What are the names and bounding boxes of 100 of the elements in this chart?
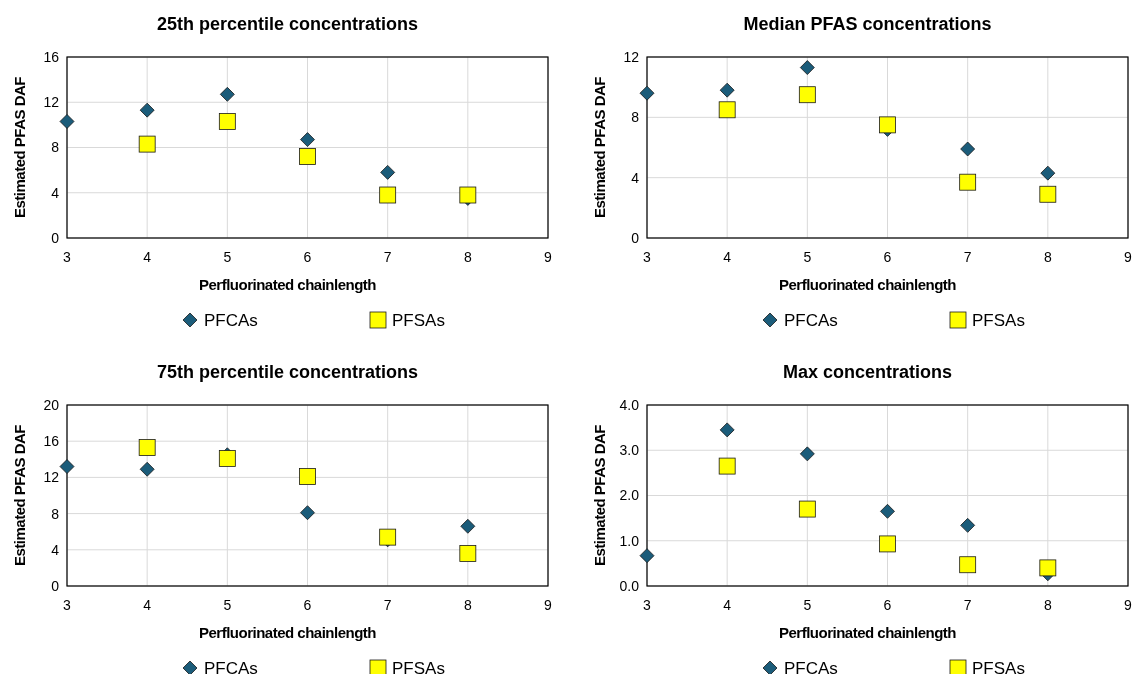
x-tick-label: 5 (223, 597, 232, 613)
y-tick-label: 2.0 (619, 487, 640, 504)
x-tick-label: 9 (1124, 249, 1132, 265)
legend-label: PFCAs (204, 658, 258, 674)
x-tick-label: 6 (883, 597, 892, 613)
x-tick-label: 4 (143, 249, 152, 265)
legend-label: PFSAs (972, 658, 1025, 674)
x-tick-label: 7 (383, 249, 392, 265)
x-tick-label: 6 (883, 249, 892, 265)
point (639, 85, 655, 101)
point (960, 141, 976, 157)
x-tick-label: 5 (803, 249, 812, 265)
point (799, 446, 815, 462)
point (1040, 165, 1056, 181)
point (960, 517, 976, 533)
legend-label: PFCAs (784, 658, 838, 674)
point (719, 82, 735, 98)
point (718, 457, 736, 475)
point (139, 102, 155, 118)
x-tick-label: 9 (544, 597, 553, 613)
point (799, 60, 815, 75)
chart-title: Median PFAS concentrations (743, 14, 992, 34)
point (959, 173, 977, 191)
x-axis-title: Perfluorinated chainlength (778, 276, 957, 293)
x-tick-label: 9 (1124, 597, 1132, 613)
x-tick-label: 7 (963, 249, 972, 265)
y-tick-label: 0.0 (619, 577, 640, 594)
x-tick-label: 8 (463, 597, 472, 613)
point (299, 468, 316, 485)
y-tick-label: 4.0 (619, 396, 640, 413)
point (460, 518, 476, 534)
x-tick-label: 6 (303, 597, 312, 613)
y-tick-label: 16 (43, 48, 60, 65)
chart-title: 75th percentile concentrations (156, 362, 419, 382)
point (59, 459, 75, 474)
point (218, 450, 236, 467)
x-tick-label: 3 (643, 597, 652, 613)
point (379, 186, 397, 204)
y-axis-title: Estimated PFAS DAF (591, 424, 608, 567)
point (138, 135, 156, 153)
x-tick-label: 5 (803, 597, 812, 613)
y-tick-label: 16 (43, 433, 60, 450)
x-tick-label: 8 (463, 249, 472, 265)
legend-label: PFSAs (392, 310, 445, 330)
x-tick-label: 9 (544, 249, 553, 265)
y-tick-label: 4 (51, 184, 60, 201)
chart-title: 25th percentile concentrations (156, 14, 419, 34)
y-tick-label: 0 (51, 577, 60, 594)
x-tick-label: 7 (963, 597, 972, 613)
y-axis-title: Estimated PFAS DAF (11, 76, 28, 219)
y-tick-label: 4 (51, 541, 60, 558)
point (459, 545, 477, 562)
point (219, 86, 235, 102)
x-axis-title: Perfluorinated chainlength (198, 276, 377, 293)
point (879, 535, 896, 553)
point (299, 148, 316, 165)
legend-label: PFCAs (204, 310, 258, 330)
point (300, 132, 315, 147)
x-tick-label: 8 (1043, 249, 1052, 265)
x-tick-label: 5 (223, 249, 232, 265)
x-tick-label: 4 (723, 249, 732, 265)
y-tick-label: 12 (43, 94, 60, 111)
point (959, 556, 977, 574)
legend-label: PFCAs (784, 310, 838, 330)
legend-label: PFSAs (392, 658, 445, 674)
point (138, 439, 156, 456)
legend-label: PFSAs (972, 310, 1025, 330)
y-tick-label: 0 (631, 229, 640, 246)
point (719, 422, 735, 438)
y-tick-label: 12 (43, 469, 60, 486)
y-tick-label: 0 (51, 229, 60, 246)
point (880, 503, 895, 519)
point (879, 116, 896, 134)
x-tick-label: 3 (63, 597, 72, 613)
x-tick-label: 8 (1043, 597, 1052, 613)
point (798, 500, 816, 518)
point (218, 113, 236, 130)
y-tick-label: 8 (51, 505, 60, 522)
y-tick-label: 1.0 (619, 532, 640, 549)
y-tick-label: 8 (631, 109, 640, 126)
chart-title: Max concentrations (782, 362, 953, 382)
x-axis-title: Perfluorinated chainlength (778, 624, 957, 641)
point (139, 461, 155, 477)
y-axis-title: Estimated PFAS DAF (591, 76, 608, 219)
point (459, 186, 477, 204)
x-tick-label: 4 (723, 597, 732, 613)
x-tick-label: 4 (143, 597, 152, 613)
x-tick-label: 7 (383, 597, 392, 613)
y-tick-label: 8 (51, 139, 60, 156)
x-tick-label: 3 (63, 249, 72, 265)
y-axis-title: Estimated PFAS DAF (11, 424, 28, 567)
point (718, 101, 736, 119)
y-tick-label: 3.0 (619, 442, 640, 459)
y-tick-label: 4 (631, 169, 640, 186)
point (798, 86, 816, 104)
point (380, 164, 396, 180)
point (379, 528, 397, 546)
point (59, 114, 75, 129)
point (300, 505, 315, 521)
y-tick-label: 20 (43, 396, 60, 413)
